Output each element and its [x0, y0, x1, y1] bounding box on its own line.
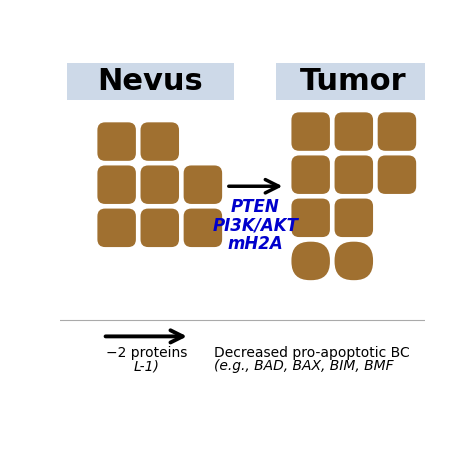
- FancyBboxPatch shape: [97, 209, 136, 247]
- FancyBboxPatch shape: [183, 209, 222, 247]
- FancyBboxPatch shape: [335, 155, 373, 194]
- Text: (e.g., BAD, BAX, BIM, BMF: (e.g., BAD, BAX, BIM, BMF: [214, 359, 394, 374]
- FancyBboxPatch shape: [140, 122, 179, 161]
- FancyBboxPatch shape: [276, 63, 430, 100]
- FancyBboxPatch shape: [378, 155, 416, 194]
- Text: −2 proteins: −2 proteins: [106, 346, 187, 360]
- Text: mH2A: mH2A: [228, 235, 283, 253]
- Text: PTEN: PTEN: [231, 198, 280, 216]
- FancyBboxPatch shape: [97, 165, 136, 204]
- Text: Decreased pro-apoptotic BC: Decreased pro-apoptotic BC: [214, 346, 410, 360]
- Text: PI3K/AKT: PI3K/AKT: [212, 216, 298, 234]
- FancyBboxPatch shape: [335, 199, 373, 237]
- FancyBboxPatch shape: [183, 165, 222, 204]
- FancyBboxPatch shape: [140, 209, 179, 247]
- FancyBboxPatch shape: [140, 165, 179, 204]
- Text: Nevus: Nevus: [98, 67, 203, 96]
- FancyBboxPatch shape: [66, 63, 235, 100]
- FancyBboxPatch shape: [292, 155, 330, 194]
- FancyBboxPatch shape: [335, 242, 373, 280]
- FancyBboxPatch shape: [378, 112, 416, 151]
- FancyBboxPatch shape: [335, 112, 373, 151]
- FancyBboxPatch shape: [292, 242, 330, 280]
- FancyBboxPatch shape: [292, 199, 330, 237]
- FancyBboxPatch shape: [292, 112, 330, 151]
- Text: Tumor: Tumor: [300, 67, 406, 96]
- Text: L-1): L-1): [134, 359, 160, 374]
- FancyBboxPatch shape: [97, 122, 136, 161]
